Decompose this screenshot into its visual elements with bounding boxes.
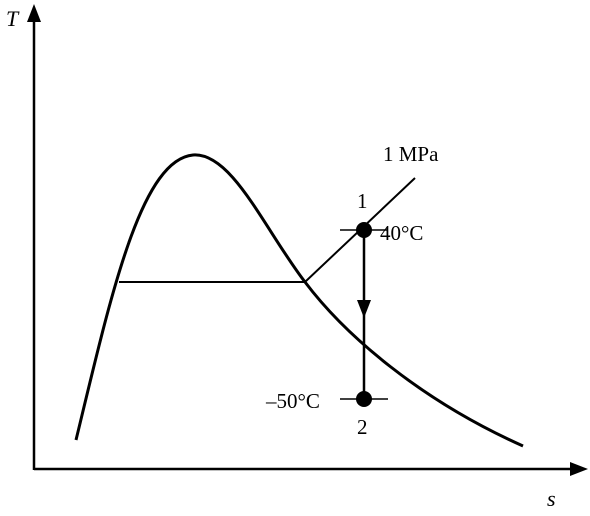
state-2-temperature: –50°C xyxy=(265,389,320,413)
y-axis-label: T xyxy=(6,6,20,31)
process-arrow xyxy=(357,300,371,318)
state-1-point xyxy=(356,222,372,238)
saturation-dome xyxy=(74,153,524,448)
state-2-point xyxy=(356,391,372,407)
state-1-label: 1 xyxy=(357,189,368,213)
y-axis-arrowhead xyxy=(27,4,41,22)
isobar-label: 1 MPa xyxy=(383,142,439,166)
state-2-label: 2 xyxy=(357,415,368,439)
x-axis-label: s xyxy=(547,486,556,511)
state-1-temperature: 40°C xyxy=(380,221,423,245)
isobar-line xyxy=(119,177,416,283)
x-axis-arrowhead xyxy=(570,462,588,476)
